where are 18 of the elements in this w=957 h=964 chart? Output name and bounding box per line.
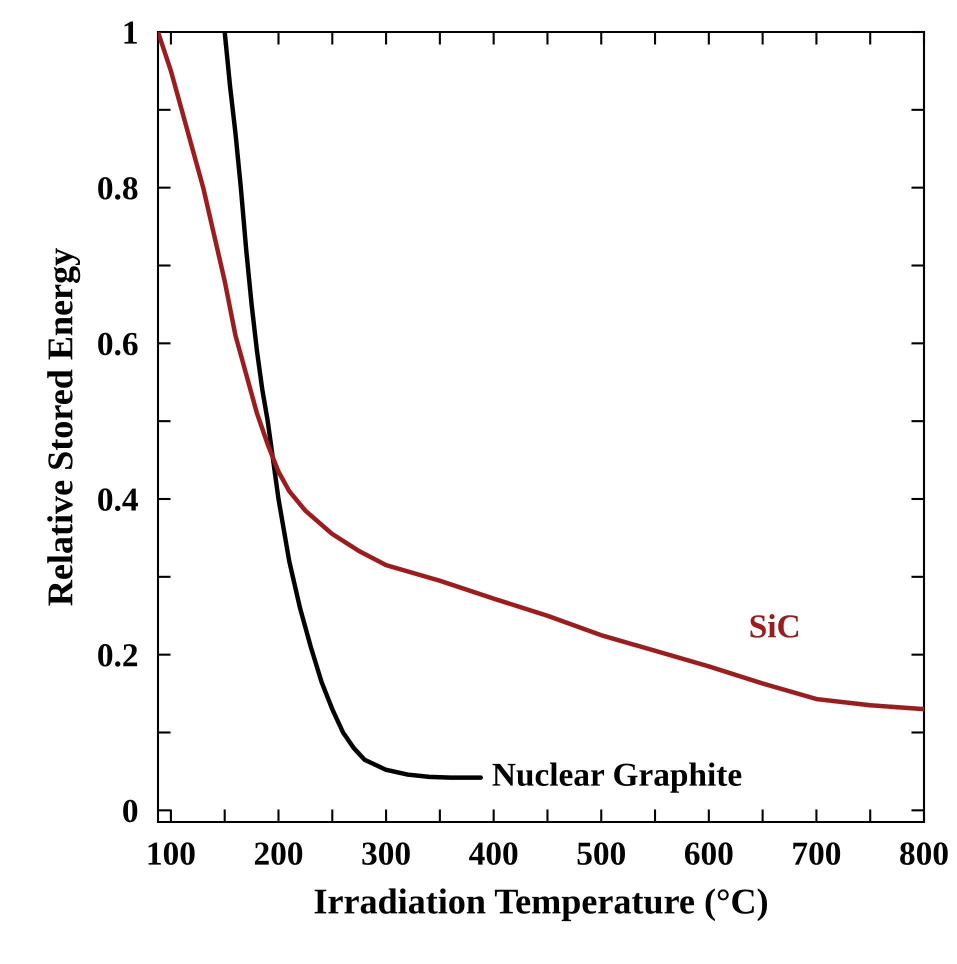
series-label: Nuclear Graphite [492,762,742,793]
y-tick-label: 1 [124,22,137,44]
y-axis-title: Relative Stored Energy [47,248,80,606]
x-axis-title: Irradiation Temperature (°C) [314,888,767,922]
y-tick-label: 0.4 [98,488,138,512]
x-tick-label: 800 [900,842,948,865]
x-tick-label: 400 [469,842,518,865]
x-tick-label: 700 [793,842,840,865]
y-tick-label: 0 [123,800,138,822]
x-tick-label: 100 [148,842,195,865]
y-tick-label: 0.6 [98,332,138,356]
x-tick-label: 600 [684,842,733,865]
y-tick-label: 0.2 [98,644,138,667]
series-label: SiC [750,614,798,638]
x-tick-label: 200 [254,842,302,865]
y-tick-label: 0.8 [98,177,138,200]
x-tick-label: 500 [578,842,625,865]
x-tick-label: 300 [362,842,410,865]
